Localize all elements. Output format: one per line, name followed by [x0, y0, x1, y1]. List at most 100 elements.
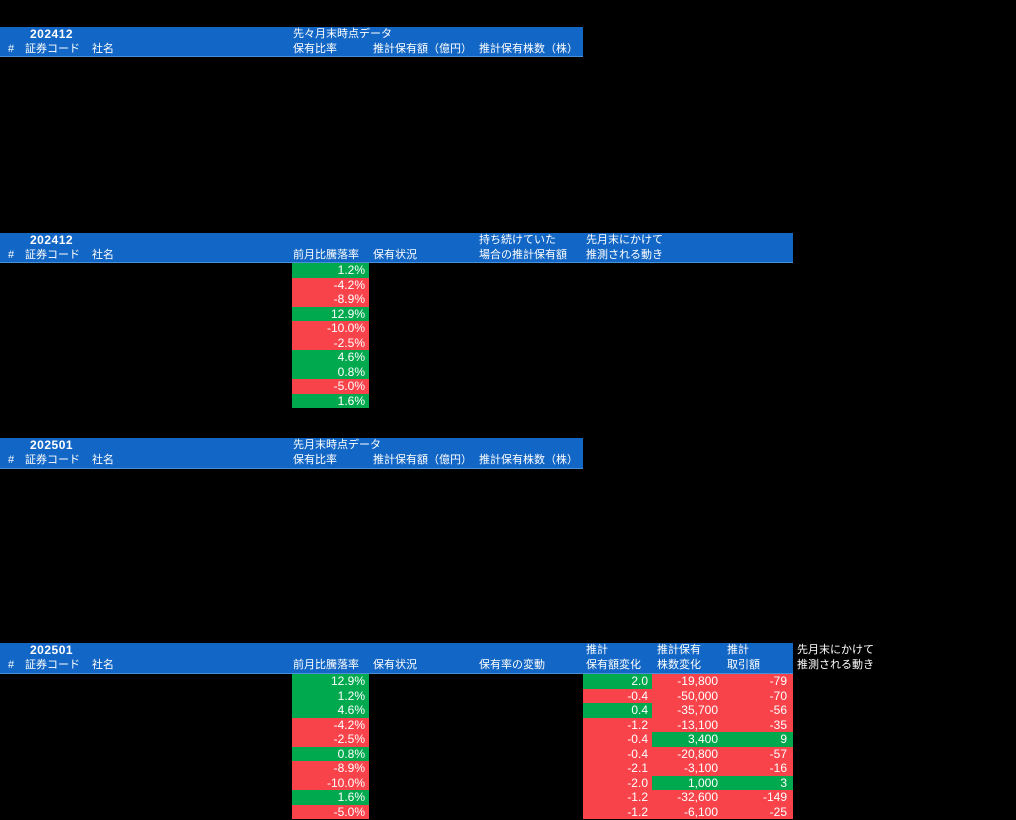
cell-shares-change[interactable]: -13,100: [652, 717, 722, 732]
cell-shares-change[interactable]: 3,400: [652, 732, 722, 747]
table-row: -5.0%: [0, 379, 793, 394]
cell-pct-change[interactable]: -4.2%: [292, 277, 369, 292]
cell-amount-change[interactable]: -1.2: [583, 804, 652, 819]
col-header-status: 保有状況: [373, 659, 417, 671]
cell-shares-change[interactable]: -20,800: [652, 746, 722, 761]
cell-shares-change[interactable]: -35,700: [652, 703, 722, 718]
col-header-held-top: 持ち続けていた: [479, 234, 556, 246]
cell-pct-change[interactable]: -2.5%: [292, 335, 369, 350]
cell-trade-amount[interactable]: -35: [722, 717, 793, 732]
table-row: 1.2% -0.4 -50,000 -70: [0, 688, 793, 703]
col-header-num: #: [8, 43, 15, 55]
period-label: 202412: [30, 27, 74, 41]
section3-header-band: 202501 先月末時点データ # 証券コード 社名 保有比率 推計保有額（億円…: [0, 438, 583, 469]
col-header-amount-top: 推計: [586, 644, 608, 656]
cell-pct-change[interactable]: -8.9%: [292, 292, 369, 307]
table-row: 12.9% 2.0 -19,800 -79: [0, 674, 793, 689]
cell-amount-change[interactable]: -2.1: [583, 761, 652, 776]
cell-trade-amount[interactable]: -149: [722, 790, 793, 805]
cell-pct-change[interactable]: 12.9%: [292, 674, 369, 689]
table-row: -8.9% -2.1 -3,100 -16: [0, 761, 793, 776]
cell-amount-change[interactable]: -0.4: [583, 732, 652, 747]
cell-shares-change[interactable]: -3,100: [652, 761, 722, 776]
cell-shares-change[interactable]: -32,600: [652, 790, 722, 805]
cell-trade-amount[interactable]: -16: [722, 761, 793, 776]
col-header-est-amount: 推計保有額（億円）: [373, 454, 472, 466]
cell-amount-change[interactable]: -0.4: [583, 746, 652, 761]
table-row: 1.2%: [0, 263, 793, 278]
cell-trade-amount[interactable]: -57: [722, 746, 793, 761]
col-header-name: 社名: [92, 43, 114, 55]
col-header-trade-amount: 取引額: [727, 659, 760, 671]
table-row: -2.5%: [0, 335, 793, 350]
col-header-ratio-change: 保有率の変動: [479, 659, 545, 671]
cell-pct-change[interactable]: -4.2%: [292, 717, 369, 732]
col-header-code: 証券コード: [25, 454, 80, 466]
cell-amount-change[interactable]: -1.2: [583, 790, 652, 805]
cell-amount-change[interactable]: -1.2: [583, 717, 652, 732]
group-label: 先々月末時点データ: [293, 28, 392, 40]
cell-shares-change[interactable]: -19,800: [652, 674, 722, 689]
col-header-shares-top: 推計保有: [657, 644, 701, 656]
cell-pct-change[interactable]: 12.9%: [292, 306, 369, 321]
section3-column-header-row: # 証券コード 社名 保有比率 推計保有額（億円） 推計保有株数（株）: [0, 453, 583, 468]
col-header-movement-bottom: 推測される動き: [586, 249, 663, 261]
col-header-trade-top: 推計: [727, 644, 749, 656]
cell-pct-change[interactable]: -10.0%: [292, 321, 369, 336]
table-row: 1.6% -1.2 -32,600 -149: [0, 790, 793, 805]
cell-shares-change[interactable]: -50,000: [652, 688, 722, 703]
cell-trade-amount[interactable]: -79: [722, 674, 793, 689]
cell-pct-change[interactable]: 0.8%: [292, 364, 369, 379]
cell-pct-change[interactable]: -5.0%: [292, 379, 369, 394]
col-header-name: 社名: [92, 249, 114, 261]
section4-title-row: 202501 推計 推計保有 推計 先月末にかけて: [0, 643, 874, 658]
table-row: 4.6%: [0, 350, 793, 365]
col-header-est-amount: 推計保有額（億円）: [373, 43, 472, 55]
cell-pct-change[interactable]: 4.6%: [292, 703, 369, 718]
section2-title-row: 202412 持ち続けていた 先月末にかけて: [0, 233, 793, 248]
cell-amount-change[interactable]: 0.4: [583, 703, 652, 718]
table-row: -4.2%: [0, 277, 793, 292]
cell-pct-change[interactable]: -8.9%: [292, 761, 369, 776]
group-label: 先月末時点データ: [293, 439, 381, 451]
col-header-ratio: 保有比率: [293, 43, 337, 55]
cell-pct-change[interactable]: 1.6%: [292, 393, 369, 408]
table-row: -10.0% -2.0 1,000 3: [0, 775, 793, 790]
col-header-status: 保有状況: [373, 249, 417, 261]
table-row: 1.6%: [0, 393, 793, 408]
col-header-code: 証券コード: [25, 249, 80, 261]
cell-pct-change[interactable]: -2.5%: [292, 732, 369, 747]
table-row: -2.5% -0.4 3,400 9: [0, 732, 793, 747]
table-row: -8.9%: [0, 292, 793, 307]
cell-pct-change[interactable]: 1.6%: [292, 790, 369, 805]
cell-trade-amount[interactable]: 9: [722, 732, 793, 747]
cell-trade-amount[interactable]: -70: [722, 688, 793, 703]
table-row: -4.2% -1.2 -13,100 -35: [0, 717, 793, 732]
cell-shares-change[interactable]: 1,000: [652, 775, 722, 790]
cell-shares-change[interactable]: -6,100: [652, 804, 722, 819]
cell-amount-change[interactable]: 2.0: [583, 674, 652, 689]
col-header-code: 証券コード: [25, 659, 80, 671]
cell-pct-change[interactable]: 1.2%: [292, 688, 369, 703]
section3-title-row: 202501 先月末時点データ: [0, 438, 583, 453]
cell-trade-amount[interactable]: 3: [722, 775, 793, 790]
cell-trade-amount[interactable]: -56: [722, 703, 793, 718]
period-label: 202501: [30, 438, 74, 452]
section4-column-header-row: # 証券コード 社名 前月比騰落率 保有状況 保有率の変動 保有額変化 株数変化…: [0, 658, 874, 673]
cell-pct-change[interactable]: 1.2%: [292, 263, 369, 278]
section2-column-header-row: # 証券コード 社名 前月比騰落率 保有状況 場合の推計保有額 推測される動き: [0, 248, 793, 263]
cell-pct-change[interactable]: -5.0%: [292, 804, 369, 819]
col-header-ratio: 保有比率: [293, 454, 337, 466]
cell-pct-change[interactable]: 4.6%: [292, 350, 369, 365]
col-header-name: 社名: [92, 454, 114, 466]
cell-amount-change[interactable]: -0.4: [583, 688, 652, 703]
cell-pct-change[interactable]: -10.0%: [292, 775, 369, 790]
cell-trade-amount[interactable]: -25: [722, 804, 793, 819]
col-header-movement-top: 先月末にかけて: [586, 234, 663, 246]
cell-amount-change[interactable]: -2.0: [583, 775, 652, 790]
cell-pct-change[interactable]: 0.8%: [292, 746, 369, 761]
col-header-name: 社名: [92, 659, 114, 671]
col-header-movement-top: 先月末にかけて: [797, 644, 874, 656]
table-row: 0.8% -0.4 -20,800 -57: [0, 746, 793, 761]
